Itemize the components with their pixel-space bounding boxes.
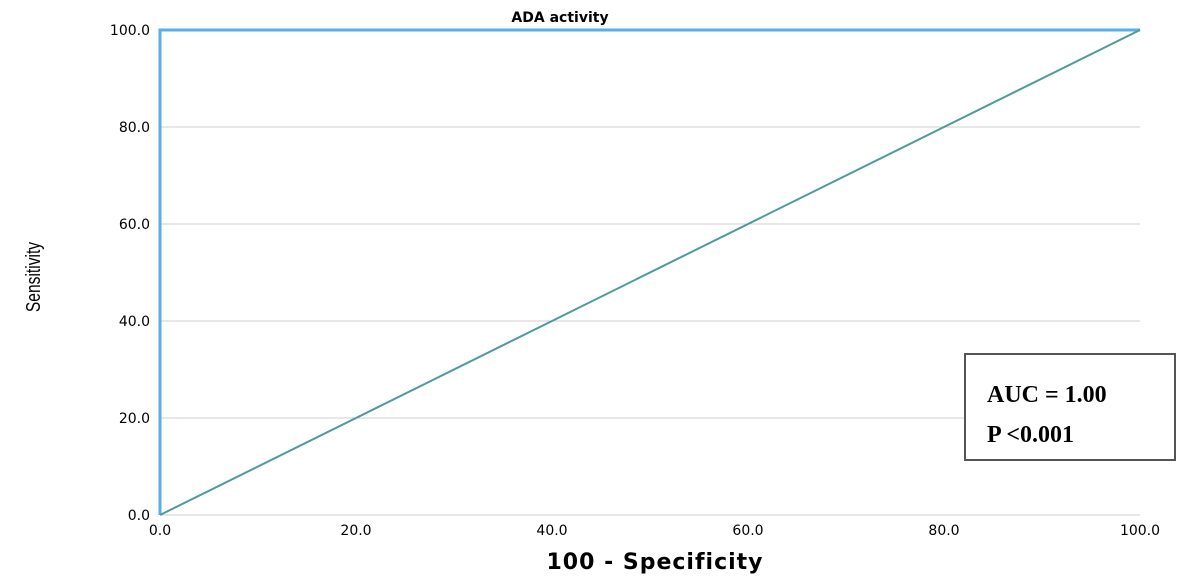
y-tick-label-3: 60.0	[119, 217, 150, 233]
stats-box	[964, 353, 1176, 461]
chart-title: ADA activity	[511, 10, 608, 26]
x-tick-label-0: 0.0	[149, 523, 171, 539]
y-axis-label: Sensitivity	[22, 242, 44, 312]
stats-annotation: AUC = 1.00 P <0.001	[964, 353, 1176, 461]
y-tick-label-0: 0.0	[128, 508, 150, 524]
p-value-text: P <0.001	[987, 422, 1074, 448]
y-tick-label-4: 80.0	[119, 120, 150, 136]
x-tick-label-5: 100.0	[1120, 523, 1160, 539]
auc-text: AUC = 1.00	[987, 382, 1107, 408]
y-tick-label-2: 40.0	[119, 314, 150, 330]
series-layer	[158, 28, 1141, 516]
x-axis-label: 100 - Specificity	[546, 550, 763, 575]
y-tick-label-1: 20.0	[119, 411, 150, 427]
series-line-1	[159, 29, 1141, 516]
x-tick-label-2: 40.0	[536, 523, 567, 539]
y-tick-label-5: 100.0	[110, 23, 150, 39]
x-tick-label-3: 60.0	[732, 523, 763, 539]
x-tick-label-1: 20.0	[340, 523, 371, 539]
x-tick-labels: 0.0 20.0 40.0 60.0 80.0 100.0	[149, 523, 1160, 539]
x-tick-label-4: 80.0	[928, 523, 959, 539]
y-tick-labels: 0.0 20.0 40.0 60.0 80.0 100.0	[110, 23, 150, 524]
series-line-0	[158, 28, 1140, 515]
